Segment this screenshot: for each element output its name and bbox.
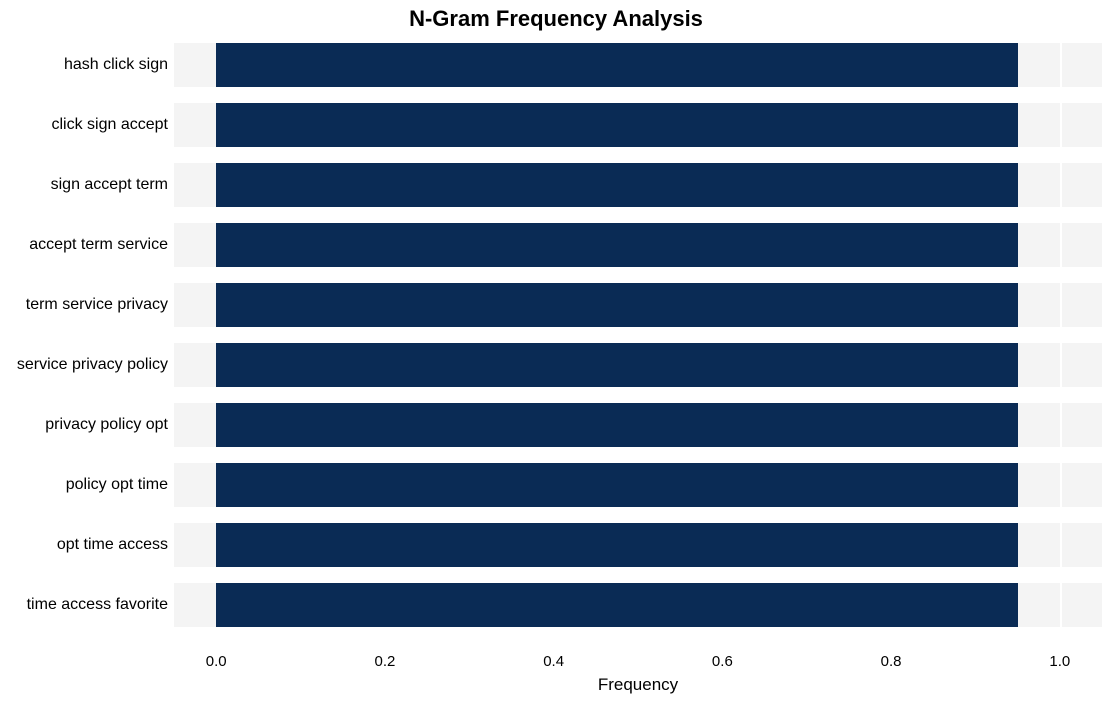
x-tick-label: 1.0	[1049, 653, 1070, 670]
y-tick-label: hash click sign	[64, 56, 168, 74]
ngram-frequency-chart: N-Gram Frequency Analysis hash click sig…	[0, 0, 1112, 701]
y-tick-label: policy opt time	[66, 476, 168, 494]
y-tick-label: service privacy policy	[17, 356, 168, 374]
x-axis-label: Frequency	[174, 675, 1102, 695]
x-tick-label: 0.4	[543, 653, 564, 670]
y-tick-label: accept term service	[29, 236, 168, 254]
bar	[216, 343, 1017, 386]
chart-title: N-Gram Frequency Analysis	[0, 6, 1112, 32]
y-tick-label: time access favorite	[27, 596, 168, 614]
y-tick-label: privacy policy opt	[45, 416, 168, 434]
x-axis: Frequency 0.0 0.2 0.4 0.6 0.8 1.0	[174, 635, 1102, 695]
x-tick-label: 0.0	[206, 653, 227, 670]
bar	[216, 163, 1017, 206]
gridline	[1060, 35, 1062, 635]
x-tick-label: 0.2	[374, 653, 395, 670]
y-tick-label: opt time access	[57, 536, 168, 554]
bar	[216, 223, 1017, 266]
y-tick-label: sign accept term	[51, 176, 168, 194]
bar	[216, 523, 1017, 566]
bar	[216, 463, 1017, 506]
bar	[216, 283, 1017, 326]
bar	[216, 103, 1017, 146]
bar	[216, 403, 1017, 446]
y-tick-label: term service privacy	[26, 296, 168, 314]
bar	[216, 583, 1017, 626]
bar	[216, 43, 1017, 86]
y-axis: hash click sign click sign accept sign acc…	[0, 35, 174, 635]
x-tick-label: 0.8	[881, 653, 902, 670]
plot-area	[174, 35, 1102, 635]
y-tick-label: click sign accept	[52, 116, 169, 134]
x-tick-label: 0.6	[712, 653, 733, 670]
